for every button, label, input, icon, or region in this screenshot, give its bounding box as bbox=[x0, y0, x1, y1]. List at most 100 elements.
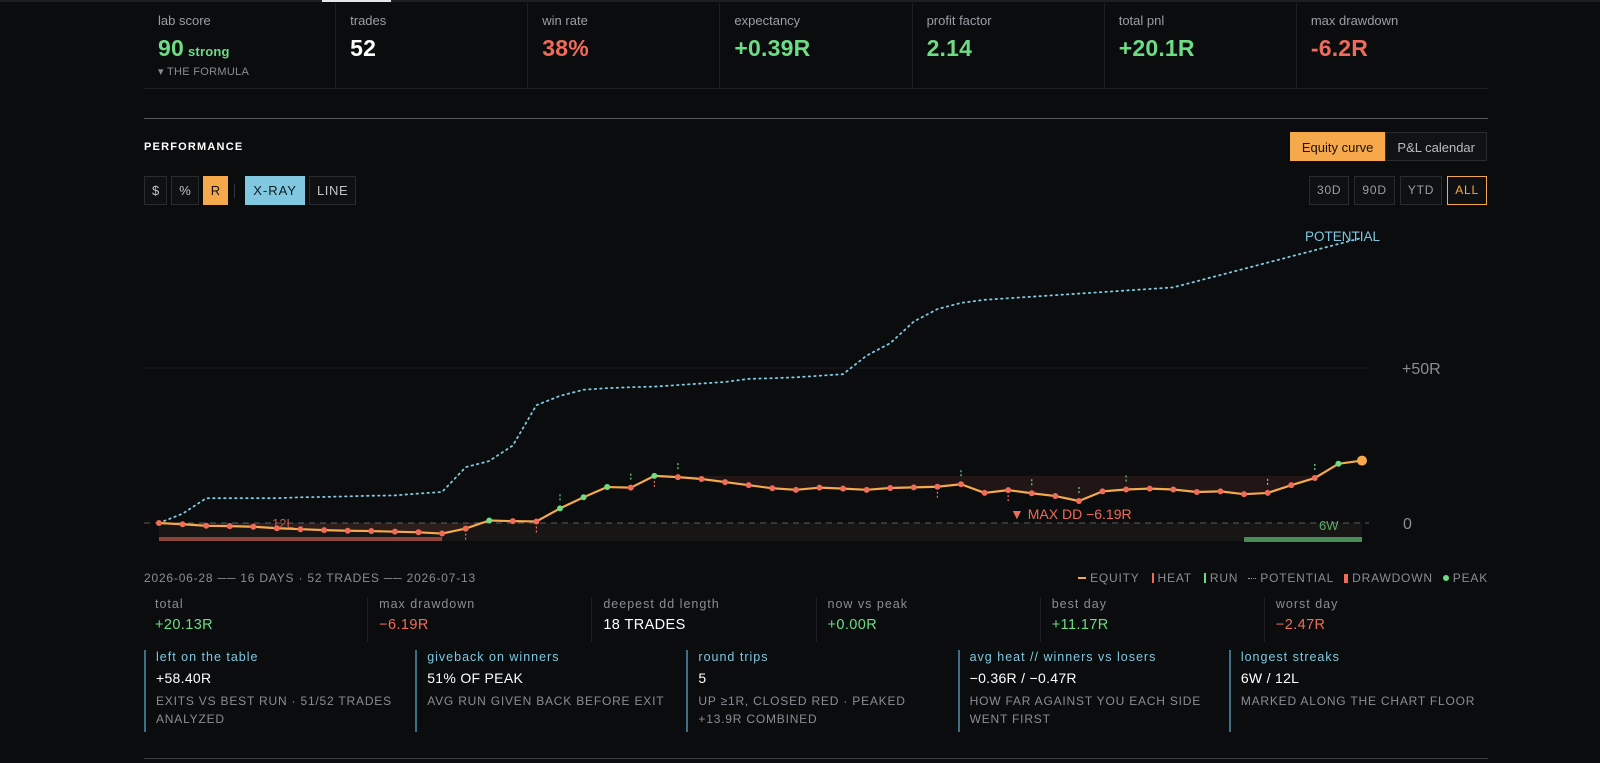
drawdown-point bbox=[1075, 497, 1082, 504]
stat-value: 90 strong bbox=[158, 35, 321, 62]
legend-potential[interactable]: POTENTIAL bbox=[1248, 571, 1334, 585]
line-swatch-icon bbox=[1078, 577, 1087, 579]
insight-value: −0.36R / −0.47R bbox=[969, 670, 1077, 686]
summary-value: 18 TRADES bbox=[603, 617, 686, 633]
stat-profit-factor: profit factor 2.14 bbox=[913, 3, 1105, 88]
range-toggle-bar: 30D 90D YTD ALL bbox=[1304, 176, 1487, 205]
peak-point bbox=[580, 494, 587, 501]
insight-value: +58.40R bbox=[156, 670, 212, 686]
peak-point bbox=[486, 517, 493, 524]
stat-label: total pnl bbox=[1118, 13, 1165, 28]
drawdown-point bbox=[910, 484, 917, 491]
legend-equity[interactable]: EQUITY bbox=[1078, 571, 1139, 585]
insight-value: 51% OF PEAK bbox=[427, 670, 524, 686]
mode-line-button[interactable]: LINE bbox=[308, 176, 357, 205]
drawdown-point bbox=[1311, 475, 1318, 482]
summary-strip: total +20.13R max drawdown −6.19R deepest … bbox=[144, 597, 1488, 642]
stat-value: +20.1R bbox=[1118, 35, 1195, 61]
unit-dollar-button[interactable]: $ bbox=[144, 176, 168, 205]
summary-value: +11.17R bbox=[1051, 617, 1109, 633]
stat-win-rate: win rate 38% bbox=[528, 3, 721, 88]
stat-value: -6.2R bbox=[1310, 35, 1369, 61]
range-all-button[interactable]: ALL bbox=[1447, 176, 1487, 205]
drawdown-point bbox=[273, 525, 280, 532]
top-tab-strip bbox=[0, 0, 1600, 2]
drawdown-point bbox=[887, 484, 894, 491]
insight-giveback: giveback on winners 51% OF PEAK AVG RUN GI… bbox=[415, 650, 674, 732]
legend-heat[interactable]: HEAT bbox=[1150, 571, 1192, 585]
drawdown-point bbox=[1288, 482, 1295, 489]
peak-point bbox=[557, 505, 563, 512]
insight-round-trips: round trips 5 UP ≥1R, CLOSED RED · PEAKED … bbox=[686, 650, 945, 732]
drawdown-point bbox=[1241, 491, 1248, 498]
drawdown-point bbox=[250, 523, 257, 530]
unit-r-button[interactable]: R bbox=[202, 176, 229, 205]
peak-point bbox=[604, 484, 611, 491]
summary-value: −2.47R bbox=[1275, 617, 1326, 633]
range-30d-button[interactable]: 30D bbox=[1308, 176, 1350, 205]
drawdown-area bbox=[159, 460, 1362, 534]
insight-desc: AVG RUN GIVEN BACK BEFORE EXIT bbox=[427, 694, 665, 708]
chart-annotations: 12L 6W ▼ MAX DD −6.19R POTENTIAL bbox=[159, 229, 1381, 542]
drawdown-point bbox=[1123, 486, 1130, 493]
drawdown-point bbox=[1170, 486, 1177, 493]
drawdown-point bbox=[792, 486, 799, 493]
stat-value: 52 bbox=[350, 35, 377, 61]
mode-xray-button[interactable]: X-RAY bbox=[245, 176, 305, 205]
drawdown-point bbox=[1264, 489, 1271, 496]
drawdown-fill bbox=[159, 460, 1362, 541]
legend-label: DRAWDOWN bbox=[1352, 571, 1433, 585]
tick-swatch-icon bbox=[1203, 573, 1206, 583]
insight-streaks: longest streaks 6W / 12L MARKED ALONG THE … bbox=[1228, 650, 1488, 732]
insight-desc: UP ≥1R, CLOSED RED · PEAKED +13.9R COMBI… bbox=[698, 694, 906, 726]
insights-strip: left on the table +58.40R EXITS VS BEST RU… bbox=[144, 650, 1488, 732]
unit-percent-button[interactable]: % bbox=[171, 176, 199, 205]
drawdown-point bbox=[698, 475, 705, 482]
summary-label: best day bbox=[1051, 597, 1107, 611]
loss-streak-bar bbox=[159, 537, 443, 541]
drawdown-point bbox=[1193, 489, 1200, 495]
insight-value: 6W / 12L bbox=[1240, 670, 1300, 686]
potential-series bbox=[158, 236, 1363, 524]
drawdown-point bbox=[156, 520, 162, 526]
legend-label: POTENTIAL bbox=[1260, 571, 1335, 585]
tab-pl-calendar[interactable]: P&L calendar bbox=[1385, 132, 1487, 161]
active-tab-indicator bbox=[322, 0, 391, 2]
drawdown-point bbox=[344, 527, 351, 534]
insight-label: left on the table bbox=[156, 650, 259, 664]
drawdown-point bbox=[840, 485, 847, 492]
insight-value: 5 bbox=[698, 670, 707, 686]
summary-worst-day: worst day −2.47R bbox=[1265, 597, 1488, 642]
stat-label: trades bbox=[350, 13, 387, 28]
tab-equity-curve[interactable]: Equity curve bbox=[1289, 132, 1386, 161]
drawdown-point bbox=[368, 528, 375, 535]
peak-point bbox=[1335, 460, 1342, 467]
legend-run[interactable]: RUN bbox=[1202, 571, 1238, 585]
tick-swatch-icon bbox=[1151, 573, 1154, 583]
insight-label: longest streaks bbox=[1240, 650, 1340, 664]
drawdown-point bbox=[462, 525, 469, 532]
formula-toggle[interactable]: ▾ THE FORMULA bbox=[158, 66, 250, 78]
equity-series bbox=[156, 455, 1367, 541]
y-tick-label: +50R bbox=[1402, 361, 1441, 378]
range-90d-button[interactable]: 90D bbox=[1354, 176, 1395, 205]
drawdown-point bbox=[674, 474, 681, 481]
summary-max-drawdown: max drawdown −6.19R bbox=[368, 597, 593, 642]
win-streak-label: 6W bbox=[1319, 518, 1339, 533]
summary-label: max drawdown bbox=[379, 597, 476, 611]
drawdown-point bbox=[1005, 487, 1012, 494]
drawdown-point bbox=[439, 530, 446, 537]
date-range-label: 2026-06-28 ── 16 DAYS · 52 TRADES ── 202… bbox=[144, 571, 476, 585]
legend-peak[interactable]: PEAK bbox=[1442, 571, 1488, 585]
summary-label: deepest dd length bbox=[603, 597, 720, 611]
drawdown-point bbox=[1217, 488, 1224, 495]
drawdown-point bbox=[934, 483, 941, 490]
drawdown-point bbox=[722, 479, 729, 486]
win-streak-bar bbox=[1244, 537, 1362, 542]
range-ytd-button[interactable]: YTD bbox=[1399, 176, 1443, 205]
drawdown-point bbox=[1146, 485, 1153, 492]
legend-drawdown[interactable]: DRAWDOWN bbox=[1344, 571, 1433, 585]
equity-chart[interactable]: +50R 0 12L 6W ▼ MAX DD −6.19R POTENTIAL bbox=[144, 215, 1474, 555]
max-dd-label: ▼ MAX DD −6.19R bbox=[1010, 506, 1132, 522]
stat-lab-score[interactable]: lab score 90 strong ▾ THE FORMULA bbox=[144, 3, 337, 88]
